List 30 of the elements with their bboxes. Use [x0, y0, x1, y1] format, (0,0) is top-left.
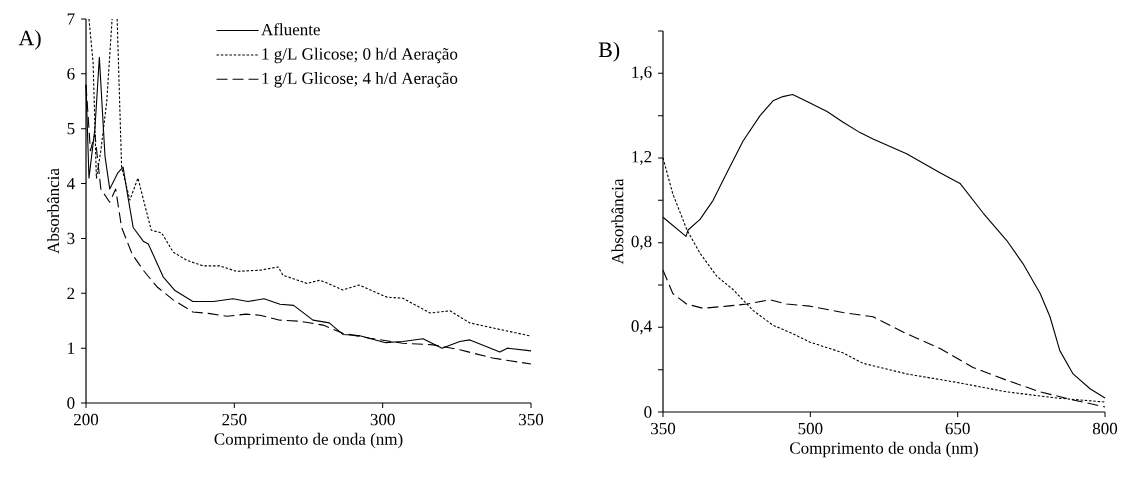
y-tick-label: 6	[67, 68, 75, 80]
y-tick-label: 0	[67, 397, 75, 409]
legend-label: 1 g/L Glicose; 4 h/d Aeração	[262, 72, 458, 88]
x-axis-title: Comprimento de onda (nm)	[790, 441, 978, 458]
y-tick-label: 7	[67, 13, 75, 25]
x-tick-label: 350	[651, 422, 676, 435]
chart-title: A)	[18, 29, 41, 50]
y-axis-title: Absorbância	[611, 178, 624, 265]
y-axis-title: Absorbância	[47, 168, 60, 254]
legend-label: 1 g/L Glicose; 0 h/d Aeração	[262, 47, 458, 64]
chart-title: B)	[598, 41, 620, 62]
legend-label: Afluente	[261, 23, 320, 36]
x-tick-label: 350	[519, 413, 544, 426]
x-tick-label: 800	[1092, 422, 1118, 435]
y-tick-label: 3	[67, 232, 75, 245]
y-tick-label: 4	[66, 177, 75, 190]
x-tick-label: 250	[222, 413, 247, 426]
y-tick-label: 1	[68, 342, 75, 354]
y-tick-label: 5	[67, 123, 75, 135]
x-tick-label: 650	[945, 422, 970, 435]
y-tick-label: 2	[67, 287, 75, 299]
y-tick-label: 0	[644, 406, 652, 418]
x-axis-title: Comprimento de onda (nm)	[214, 432, 403, 449]
y-tick-label: 1,2	[632, 151, 652, 165]
y-tick-label: 0,8	[631, 235, 652, 250]
y-tick-label: 0,4	[631, 320, 652, 335]
x-tick-label: 300	[370, 413, 395, 426]
y-tick-label: 1,6	[632, 66, 652, 81]
x-tick-label: 500	[798, 422, 823, 435]
x-tick-label: 200	[74, 413, 99, 426]
